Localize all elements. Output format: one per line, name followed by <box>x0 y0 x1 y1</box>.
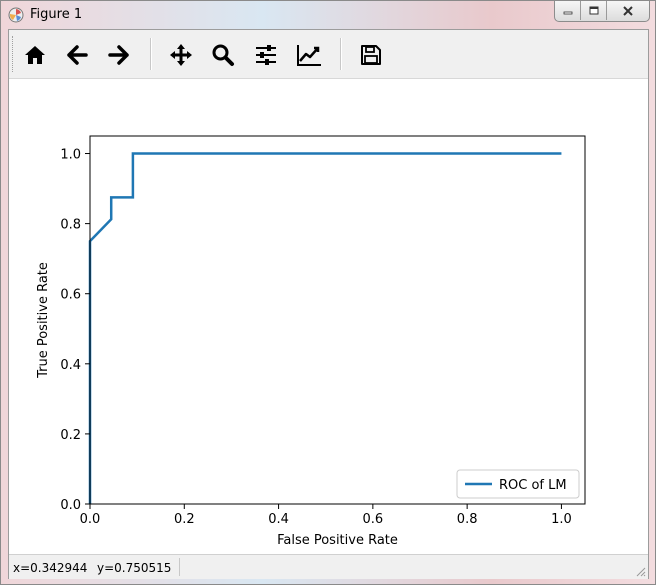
cursor-y-readout: y=0.750515 <box>97 561 172 575</box>
cursor-x-readout: x=0.342944 <box>13 561 88 575</box>
forward-button[interactable] <box>103 39 135 71</box>
save-button[interactable] <box>355 39 387 71</box>
navigation-toolbar <box>9 30 648 79</box>
y-tick-label: 0.0 <box>60 498 81 513</box>
series-line-0 <box>88 152 562 504</box>
x-tick-label: 0.4 <box>268 512 289 527</box>
legend-box <box>456 469 580 499</box>
title-bar[interactable]: Figure 1 <box>1 1 655 29</box>
edit-axis-button[interactable] <box>293 39 325 71</box>
toolbar-grip[interactable] <box>12 36 16 72</box>
axes-frame <box>89 135 586 505</box>
y-tick-label: 0.4 <box>60 358 81 373</box>
y-axis-label: True Positive Rate <box>36 262 51 379</box>
floppy-disk-icon <box>361 45 381 65</box>
y-tick-label: 0.6 <box>60 288 81 303</box>
maximize-icon <box>589 6 598 14</box>
figure-canvas[interactable]: 0.0 0.2 0.4 0.6 0.8 1.0 0.0 0.2 0.4 0.6 0.8 1.0 Fals… <box>9 79 648 554</box>
app-icon <box>8 7 24 23</box>
client-area: 0.0 0.2 0.4 0.6 0.8 1.0 0.0 0.2 0.4 0.6 0.8 1.0 Fals… <box>8 29 649 579</box>
status-separator <box>179 558 180 576</box>
close-icon <box>623 5 633 16</box>
legend: ROC of LM <box>456 469 580 499</box>
back-button[interactable] <box>61 39 93 71</box>
toolbar-separator <box>150 38 152 70</box>
x-tick-label: 0.2 <box>174 512 195 527</box>
pan-button[interactable] <box>165 39 197 71</box>
minimize-button[interactable] <box>555 1 580 20</box>
window-controls <box>554 1 650 22</box>
legend-label: ROC of LM <box>499 478 567 493</box>
arrow-left-icon <box>67 45 88 65</box>
move-icon <box>170 44 192 66</box>
roc-chart: 0.0 0.2 0.4 0.6 0.8 1.0 0.0 0.2 0.4 0.6 0.8 1.0 Fals… <box>36 135 586 548</box>
x-tick-label: 0.6 <box>363 512 384 527</box>
resize-grip-icon[interactable] <box>634 565 646 577</box>
x-axis-label: False Positive Rate <box>277 533 398 548</box>
status-bar: x=0.342944 y=0.750515 <box>9 554 648 579</box>
arrow-right-icon <box>108 45 129 65</box>
line-chart-icon <box>297 45 321 66</box>
close-button[interactable] <box>606 1 649 20</box>
maximize-button[interactable] <box>580 1 606 20</box>
minimize-icon <box>563 11 572 14</box>
toolbar-separator <box>340 38 342 70</box>
subplots-button[interactable] <box>250 39 282 71</box>
magnifier-icon <box>212 44 234 66</box>
zoom-button[interactable] <box>207 39 239 71</box>
y-tick-label: 1.0 <box>60 148 81 163</box>
home-icon <box>25 46 45 64</box>
x-tick-label: 0.8 <box>457 512 478 527</box>
x-tick-label: 0.0 <box>80 512 101 527</box>
y-tick-label: 0.8 <box>60 218 81 233</box>
home-button[interactable] <box>19 39 51 71</box>
y-tick-label: 0.2 <box>60 428 81 443</box>
x-tick-label: 1.0 <box>551 512 572 527</box>
window-title: Figure 1 <box>30 7 83 22</box>
sliders-icon <box>256 45 276 65</box>
